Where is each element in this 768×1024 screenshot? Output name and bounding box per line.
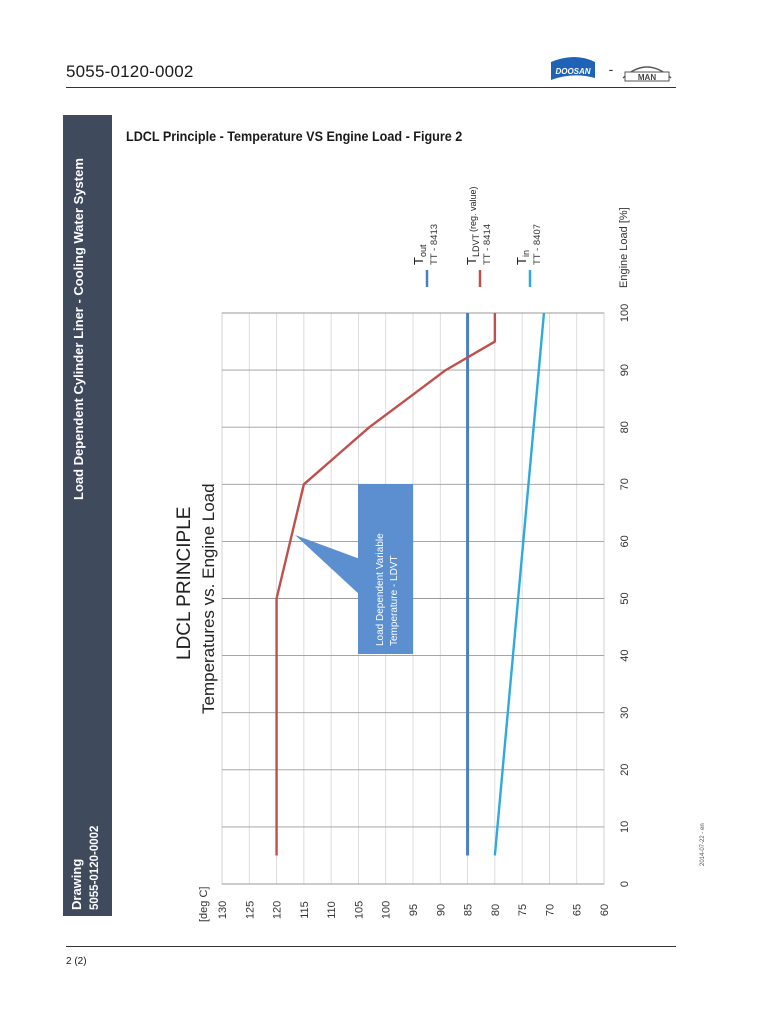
y-tick-label: 115: [299, 901, 311, 919]
x-tick-label: 10: [619, 821, 631, 833]
callout-box: [358, 484, 413, 654]
y-tick-label: 90: [435, 904, 447, 916]
x-tick-label: 0: [619, 881, 631, 887]
logo-graphic: DOOSAN - MAN: [551, 57, 672, 82]
y-tick-label: 85: [463, 904, 475, 916]
x-tick-label: 20: [619, 764, 631, 776]
header-divider: [66, 87, 676, 88]
x-tick-label: 50: [619, 592, 631, 604]
y-tick-label: 95: [408, 904, 420, 916]
x-tick-label: 90: [619, 364, 631, 376]
date-stamp: 2014-07-22 - en: [700, 823, 706, 866]
legend-tag-t_out: TT - 8413: [429, 224, 440, 265]
y-tick-label: 75: [517, 904, 529, 916]
legend-sub-t_ldvt: LDVT: [471, 234, 481, 258]
logo-separator: -: [609, 61, 614, 77]
y-axis-label: [deg C]: [198, 887, 210, 922]
y-tick-label: 110: [326, 901, 338, 919]
doosan-logo-text: DOOSAN: [555, 67, 590, 76]
y-tick-label: 105: [353, 901, 365, 919]
man-logo-box: [624, 71, 670, 82]
legend-tag-t_ldvt: TT - 8414: [482, 224, 493, 265]
legend-sub-t_out: out: [418, 244, 428, 257]
y-tick-label: 70: [544, 904, 556, 916]
y-tick-label: 130: [217, 901, 229, 919]
y-tick-label: 80: [490, 904, 502, 916]
y-tick-label: 100: [381, 901, 393, 919]
y-tick-label: 125: [244, 901, 256, 919]
y-tick-label: 65: [572, 904, 584, 916]
callout-text-line1: Load Dependent Variable: [375, 533, 386, 646]
man-logo-text: MAN: [638, 73, 656, 82]
legend-label-t_ldvt: TLDVT(reg. value): [464, 187, 481, 266]
x-axis-label: Engine Load [%]: [618, 207, 630, 288]
company-logos: DOOSAN - MAN: [545, 54, 675, 84]
document-number: 5055-0120-0002: [66, 62, 194, 81]
x-tick-label: 100: [619, 304, 631, 322]
chart-subtitle: Temperatures vs. Engine Load: [199, 483, 218, 714]
doosan-logo-shape: [551, 57, 595, 80]
legend-sub-t_in: in: [521, 250, 531, 257]
y-tick-label: 60: [599, 904, 611, 916]
callout-pointer: [295, 535, 360, 595]
legend-label-t_out: Tout: [411, 244, 428, 265]
footer-divider: [66, 946, 676, 947]
x-tick-label: 70: [619, 478, 631, 490]
x-tick-label: 30: [619, 707, 631, 719]
legend-tag-t_in: TT - 8407: [532, 224, 543, 265]
x-tick-label: 60: [619, 535, 631, 547]
series-line-t_in: [493, 312, 546, 856]
figure-title: LDCL Principle - Temperature VS Engine L…: [126, 128, 463, 144]
page-number: 2 (2): [66, 956, 87, 967]
chart-title: LDCL PRINCIPLE: [174, 507, 195, 660]
x-tick-label: 40: [619, 649, 631, 661]
legend-extra-t_ldvt: (reg. value): [468, 187, 478, 233]
callout-text-line2: Temperature - LDVT: [389, 555, 400, 646]
x-tick-label: 80: [619, 421, 631, 433]
y-tick-label: 120: [272, 901, 284, 919]
legend-label-t_in: Tin: [514, 250, 531, 265]
sidebar-banner: Load Dependent Cylinder Liner - Cooling …: [63, 115, 112, 916]
